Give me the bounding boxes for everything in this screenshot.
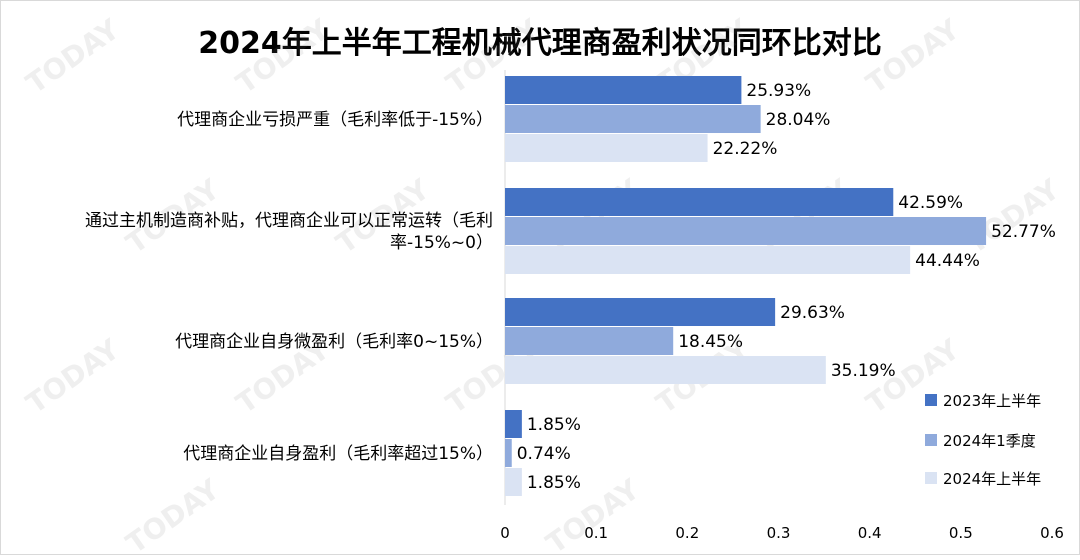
legend-label: 2023年上半年 [943,391,1042,410]
category-label: 代理商企业自身微盈利（毛利率0~15%） [175,332,493,352]
bar [505,410,522,438]
legend-label: 2024年上半年 [943,469,1042,488]
x-tick-label: 0.1 [584,524,608,542]
data-label: 1.85% [527,473,581,493]
bar [505,246,911,274]
bar [505,188,894,216]
legend-item: 2023年上半年 [925,390,1041,410]
bar [505,439,512,467]
legend-swatch [925,394,937,406]
bar [505,76,742,104]
data-label: 28.04% [766,110,831,130]
category-label: 通过主机制造商补贴，代理商企业可以正常运转（毛利率-15%~0） [85,211,493,253]
legend-label: 2024年1季度 [943,431,1036,450]
data-label: 1.85% [527,415,581,435]
data-label: 44.44% [915,251,980,271]
data-label: 25.93% [746,81,811,101]
x-tick-label: 0 [500,524,510,542]
bar [505,356,826,384]
x-tick-label: 0.6 [1040,524,1064,542]
x-tick-label: 0.3 [767,524,791,542]
category-label: 代理商企业自身盈利（毛利率超过15%） [183,444,493,464]
bar [505,298,776,326]
bar [505,327,674,355]
legend-swatch [925,434,937,446]
data-label: 0.74% [517,444,571,464]
legend-item: 2024年1季度 [925,430,1036,450]
data-label: 29.63% [780,303,845,323]
x-tick-label: 0.5 [949,524,973,542]
data-label: 35.19% [831,361,896,381]
category-label: 代理商企业亏损严重（毛利率低于-15%） [177,110,493,130]
bar [505,134,708,162]
x-tick-label: 0.2 [675,524,699,542]
data-label: 22.22% [713,139,778,159]
chart-title: 2024年上半年工程机械代理商盈利状况同环比对比 [198,26,882,61]
legend-swatch [925,472,937,484]
data-label: 52.77% [991,222,1056,242]
x-tick-label: 0.4 [858,524,882,542]
data-label: 42.59% [898,193,963,213]
bar [505,468,522,496]
legend-item: 2024年上半年 [925,468,1041,488]
data-label: 18.45% [678,332,743,352]
bar [505,217,987,245]
bar [505,105,761,133]
